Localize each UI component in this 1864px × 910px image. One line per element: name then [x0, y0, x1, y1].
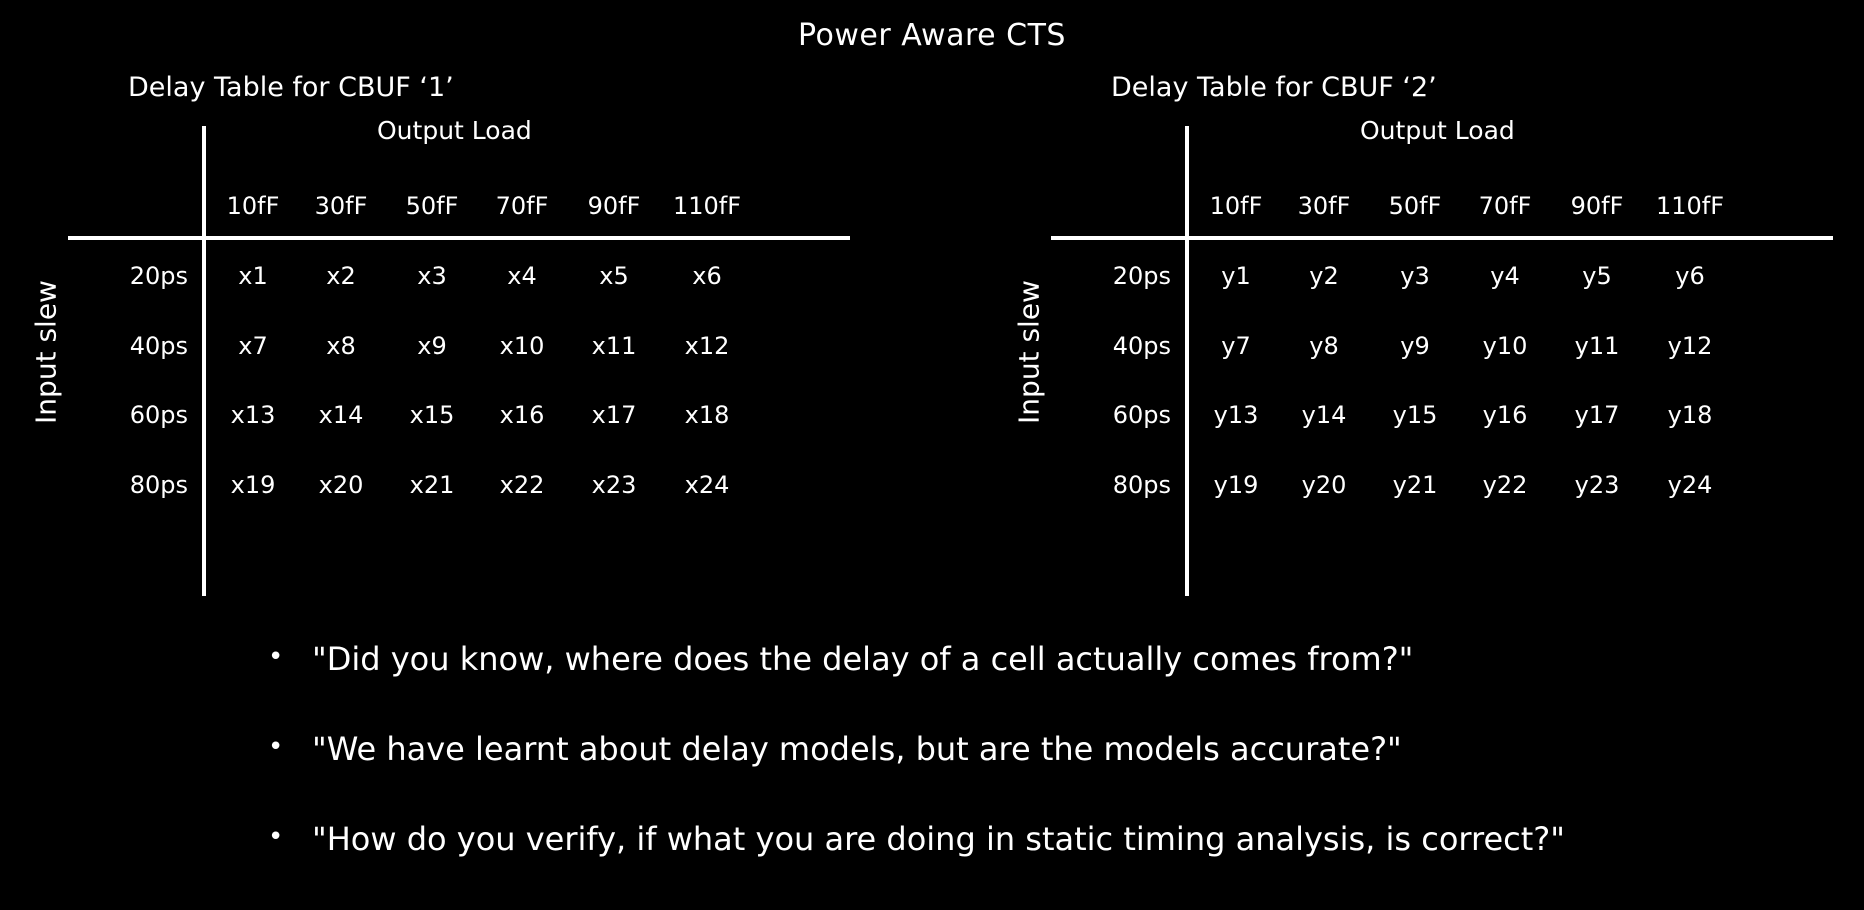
delay-table-cbuf-2: Delay Table for CBUF ‘2’ Output Load Inp… — [983, 64, 1864, 596]
delay-cell: x18 — [684, 401, 730, 429]
delay-cell: y19 — [1213, 471, 1259, 499]
bullet-text: "We have learnt about delay models, but … — [312, 730, 1402, 768]
delay-cell: x12 — [684, 332, 730, 360]
delay-table-cbuf-1: Delay Table for CBUF ‘1’ Output Load Inp… — [0, 64, 900, 596]
delay-cell: y20 — [1301, 471, 1347, 499]
delay-cell: y12 — [1667, 332, 1713, 360]
output-load-value: 10fF — [226, 192, 280, 220]
delay-cell: y6 — [1675, 262, 1705, 290]
delay-cell: y23 — [1574, 471, 1620, 499]
delay-cell: y15 — [1392, 401, 1438, 429]
delay-cell: y9 — [1400, 332, 1430, 360]
output-load-value: 110fF — [1655, 192, 1725, 220]
delay-cell: y13 — [1213, 401, 1259, 429]
table-vertical-divider — [202, 126, 206, 596]
delay-cell: x6 — [692, 262, 722, 290]
output-load-value: 70fF — [495, 192, 549, 220]
table-vertical-divider — [1185, 126, 1189, 596]
delay-cell: y3 — [1400, 262, 1430, 290]
delay-cell: y8 — [1309, 332, 1339, 360]
output-load-header: Output Load — [1360, 116, 1515, 145]
delay-cell: x13 — [230, 401, 276, 429]
output-load-value: 30fF — [314, 192, 368, 220]
input-slew-label: Input slew — [1012, 280, 1046, 424]
input-slew-value: 20ps — [1112, 262, 1171, 290]
output-load-value: 50fF — [405, 192, 459, 220]
delay-cell: x7 — [238, 332, 268, 360]
delay-cell: y2 — [1309, 262, 1339, 290]
output-load-header: Output Load — [377, 116, 532, 145]
input-slew-value: 40ps — [1112, 332, 1171, 360]
bullet-dot-icon: • — [268, 732, 284, 762]
bullet-dot-icon: • — [268, 822, 284, 852]
input-slew-label: Input slew — [29, 280, 63, 424]
output-load-value: 70fF — [1478, 192, 1532, 220]
delay-cell: y16 — [1482, 401, 1528, 429]
table-horizontal-divider — [1051, 236, 1833, 240]
delay-cell: y17 — [1574, 401, 1620, 429]
input-slew-value: 20ps — [129, 262, 188, 290]
input-slew-value: 60ps — [129, 401, 188, 429]
bullet-text: "How do you verify, if what you are doin… — [312, 820, 1565, 858]
output-load-value: 90fF — [587, 192, 641, 220]
output-load-value: 30fF — [1297, 192, 1351, 220]
input-slew-value: 80ps — [1112, 471, 1171, 499]
input-slew-value: 80ps — [129, 471, 188, 499]
delay-cell: x4 — [507, 262, 537, 290]
output-load-value: 110fF — [672, 192, 742, 220]
delay-cell: x20 — [318, 471, 364, 499]
delay-cell: x9 — [417, 332, 447, 360]
delay-cell: x23 — [591, 471, 637, 499]
input-slew-value: 60ps — [1112, 401, 1171, 429]
delay-cell: y11 — [1574, 332, 1620, 360]
delay-cell: y18 — [1667, 401, 1713, 429]
table-horizontal-divider — [68, 236, 850, 240]
delay-cell: x19 — [230, 471, 276, 499]
delay-cell: x21 — [409, 471, 455, 499]
delay-cell: y21 — [1392, 471, 1438, 499]
delay-cell: y5 — [1582, 262, 1612, 290]
delay-cell: y10 — [1482, 332, 1528, 360]
input-slew-value: 40ps — [129, 332, 188, 360]
delay-cell: x11 — [591, 332, 637, 360]
delay-cell: x10 — [499, 332, 545, 360]
bullet-text: "Did you know, where does the delay of a… — [312, 640, 1414, 678]
delay-cell: x8 — [326, 332, 356, 360]
output-load-value: 90fF — [1570, 192, 1624, 220]
output-load-value: 50fF — [1388, 192, 1442, 220]
delay-cell: x1 — [238, 262, 268, 290]
delay-cell: y4 — [1490, 262, 1520, 290]
table-title: Delay Table for CBUF ‘1’ — [128, 72, 454, 103]
delay-cell: x5 — [599, 262, 629, 290]
delay-cell: x3 — [417, 262, 447, 290]
delay-cell: x17 — [591, 401, 637, 429]
output-load-value: 10fF — [1209, 192, 1263, 220]
delay-cell: x2 — [326, 262, 356, 290]
delay-cell: x16 — [499, 401, 545, 429]
delay-cell: x14 — [318, 401, 364, 429]
delay-cell: y7 — [1221, 332, 1251, 360]
slide-title: Power Aware CTS — [798, 18, 1066, 53]
table-title: Delay Table for CBUF ‘2’ — [1111, 72, 1437, 103]
delay-cell: x15 — [409, 401, 455, 429]
delay-cell: x24 — [684, 471, 730, 499]
bullet-dot-icon: • — [268, 642, 284, 672]
delay-cell: y22 — [1482, 471, 1528, 499]
delay-cell: x22 — [499, 471, 545, 499]
delay-cell: y14 — [1301, 401, 1347, 429]
delay-cell: y1 — [1221, 262, 1251, 290]
delay-cell: y24 — [1667, 471, 1713, 499]
